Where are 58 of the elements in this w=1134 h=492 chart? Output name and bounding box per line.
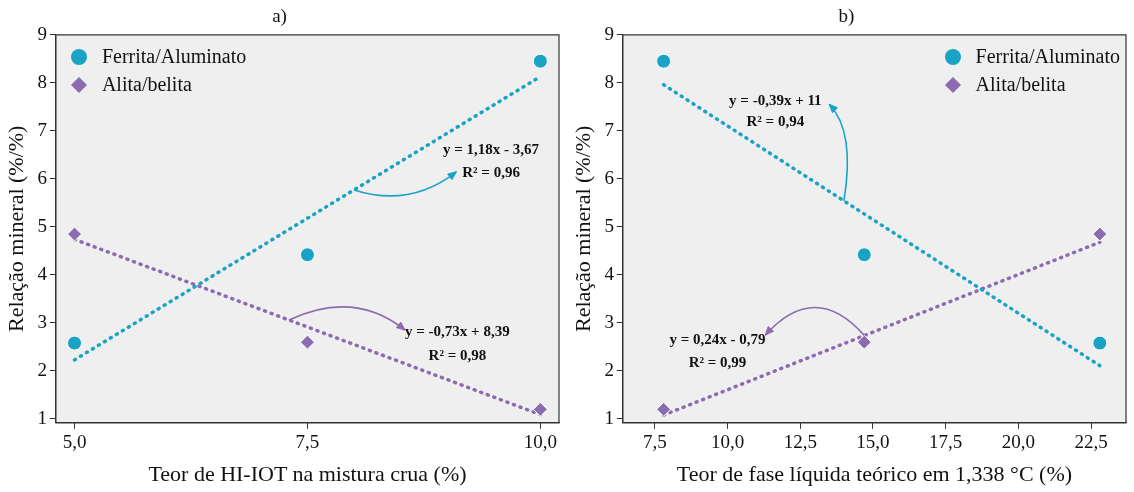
y-tick-label: 1 xyxy=(37,406,47,428)
legend-label: Ferrita/Aluminato xyxy=(101,45,247,69)
legend-label: Alita/belita xyxy=(101,73,192,97)
y-tick-label: 9 xyxy=(604,22,614,44)
y-tick-label: 2 xyxy=(37,358,47,380)
legend-label: Ferrita/Aluminato xyxy=(975,45,1120,69)
chart-title: b) xyxy=(838,5,855,28)
point xyxy=(67,335,83,351)
y-tick-label: 2 xyxy=(604,358,614,380)
point xyxy=(656,401,672,417)
y-axis-title: Relação mineral (%/%) xyxy=(2,125,28,333)
y-tick-label: 4 xyxy=(604,262,615,284)
y-tick-label: 7 xyxy=(37,118,47,140)
legend-label: Alita/belita xyxy=(975,73,1066,97)
x-tick-label: 5,0 xyxy=(62,431,87,453)
point xyxy=(856,334,872,350)
point xyxy=(299,247,315,263)
x-tick-label: 15,0 xyxy=(856,431,890,453)
y-tick-label: 6 xyxy=(604,166,614,188)
annotation: y = 0,24x - 0,79 xyxy=(669,331,766,348)
point xyxy=(656,53,672,69)
x-tick-label: 10,0 xyxy=(710,431,745,453)
point xyxy=(532,401,548,417)
x-axis-title: Teor de HI-IOT na mistura crua (%) xyxy=(148,460,467,486)
point xyxy=(299,334,315,350)
annotation: y = 1,18x - 3,67 xyxy=(443,140,540,157)
point xyxy=(1092,226,1108,242)
point xyxy=(532,53,548,69)
annotation: R² = 0,99 xyxy=(688,353,747,370)
y-tick-label: 7 xyxy=(604,118,614,140)
y-tick-label: 5 xyxy=(37,214,47,236)
annotation: R² = 0,98 xyxy=(428,346,487,363)
x-tick-label: 7,5 xyxy=(295,431,320,453)
annotation: y = -0,73x + 8,39 xyxy=(405,323,510,340)
point xyxy=(856,247,872,263)
point xyxy=(1092,335,1108,351)
y-tick-label: 8 xyxy=(37,70,47,92)
x-tick-label: 10,0 xyxy=(523,431,557,453)
y-tick-label: 3 xyxy=(37,310,47,332)
x-axis-title: Teor de fase líquida teórico em 1,338 °C (%) xyxy=(676,460,1073,486)
y-tick-label: 4 xyxy=(37,262,48,284)
y-tick-label: 1 xyxy=(604,406,614,428)
y-tick-label: 9 xyxy=(37,22,47,44)
annotation: R² = 0,96 xyxy=(462,163,521,180)
annotation: y = -0,39x + 11 xyxy=(729,91,822,108)
y-tick-label: 6 xyxy=(37,166,47,188)
annotation: R² = 0,94 xyxy=(746,113,805,130)
y-axis-title: Relação mineral (%/%) xyxy=(569,125,595,333)
x-tick-label: 20,0 xyxy=(1001,431,1036,453)
x-tick-label: 12,5 xyxy=(783,431,817,453)
point xyxy=(67,226,83,242)
chart-title: a) xyxy=(272,5,287,28)
x-tick-label: 22,5 xyxy=(1074,431,1108,453)
y-tick-label: 5 xyxy=(604,214,614,236)
y-tick-label: 8 xyxy=(604,70,614,92)
x-tick-label: 17,5 xyxy=(929,431,963,453)
y-tick-label: 3 xyxy=(604,310,614,332)
x-tick-label: 7,5 xyxy=(643,431,667,453)
